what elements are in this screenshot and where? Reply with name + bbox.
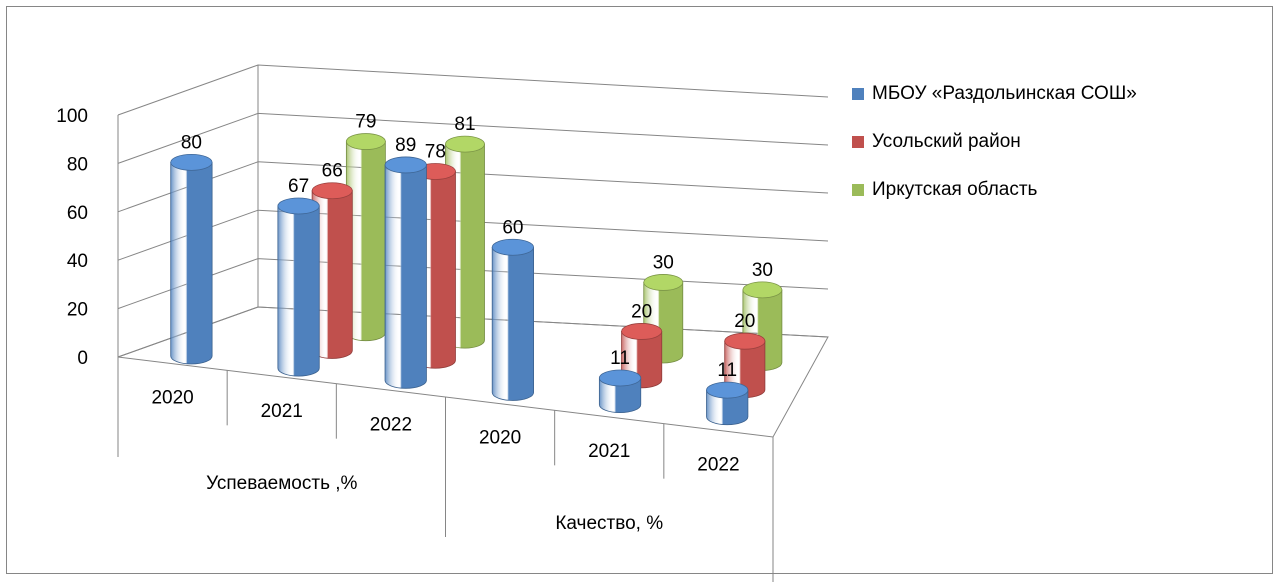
legend-swatch [852, 184, 864, 196]
x-group-label: Качество, % [555, 513, 663, 534]
bar-top [277, 197, 320, 215]
data-label: 78 [425, 141, 446, 162]
bar [491, 238, 534, 401]
bar-body [598, 377, 642, 414]
x-group-label: Успеваемость ,% [206, 473, 357, 494]
bar [345, 133, 386, 342]
bar-top [706, 381, 749, 399]
data-label: 60 [502, 217, 523, 238]
y-tick-label: 60 [67, 203, 88, 224]
bar [598, 369, 642, 414]
legend-entry: Усольский район [872, 131, 1021, 152]
data-label: 79 [355, 112, 376, 133]
gridline [117, 258, 829, 310]
y-axis: 0 20 40 60 80 100 [56, 106, 88, 369]
bar-body [384, 164, 427, 389]
data-label: 66 [322, 161, 343, 182]
data-label: 30 [653, 252, 674, 273]
data-label: 67 [288, 176, 309, 197]
x-axis: 2020 2021 2022 2020 2021 2022 Успеваемость ,% К… [117, 357, 774, 582]
bar-top [345, 133, 386, 150]
bar-body [277, 205, 320, 377]
gridlines [117, 64, 829, 358]
gridline [117, 209, 829, 261]
bar-top [621, 323, 663, 340]
y-tick-label: 20 [67, 300, 88, 321]
data-label: 20 [631, 301, 652, 322]
data-label: 11 [717, 360, 737, 381]
bar-top [445, 135, 485, 153]
x-tick-label: 2022 [370, 414, 412, 435]
y-tick-label: 0 [77, 348, 88, 369]
bar-top [643, 274, 684, 291]
bar [706, 381, 749, 426]
data-labels: 79 81 30 30 66 78 20 20 80 67 89 60 11 11 [181, 112, 773, 382]
bar-top [491, 238, 534, 256]
y-tick-label: 100 [56, 106, 88, 127]
x-tick-label: 2021 [261, 401, 303, 422]
legend: МБОУ «Раздольинская СОШ» Усольский район И… [852, 83, 1137, 200]
bar-top [384, 156, 427, 174]
bar [384, 156, 427, 389]
legend-entry: МБОУ «Раздольинская СОШ» [872, 83, 1137, 104]
legend-swatch [852, 136, 864, 148]
bar-top [724, 332, 766, 350]
x-tick-label: 2022 [697, 454, 739, 475]
bars [170, 133, 783, 426]
data-label: 30 [752, 260, 773, 281]
bar-body [170, 161, 213, 365]
bar [170, 153, 213, 365]
gridline [117, 161, 829, 213]
data-label: 11 [610, 348, 630, 369]
data-label: 80 [181, 132, 202, 153]
data-label: 20 [734, 311, 755, 332]
bar-body [706, 389, 749, 426]
chart-frame [6, 6, 1273, 574]
y-tick-label: 80 [67, 154, 88, 175]
bar-top [311, 182, 353, 200]
bar-top [170, 153, 213, 171]
data-label: 89 [395, 135, 416, 156]
x-tick-label: 2020 [151, 388, 193, 409]
x-tick-label: 2020 [479, 428, 521, 449]
bar-top [742, 281, 783, 299]
gridline [117, 64, 829, 116]
bar-top [598, 369, 642, 387]
bar-body [491, 246, 534, 401]
legend-swatch [852, 88, 864, 100]
legend-entry: Иркутская область [872, 179, 1038, 200]
bar [277, 197, 320, 377]
y-tick-label: 40 [67, 251, 88, 272]
data-label: 81 [454, 114, 475, 135]
gridline [117, 112, 829, 164]
x-tick-label: 2021 [588, 441, 630, 462]
